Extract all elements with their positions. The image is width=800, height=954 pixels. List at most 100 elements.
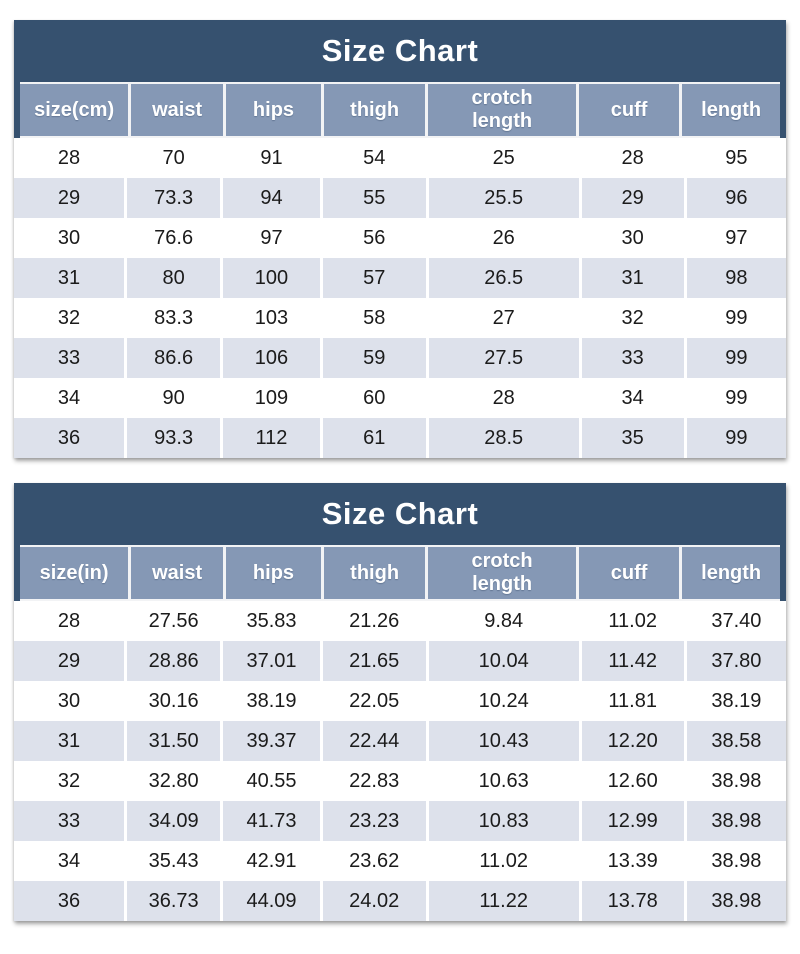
table-cell: 93.3: [126, 418, 221, 458]
table-cell: 32.80: [126, 761, 221, 801]
table-cell: 35.83: [223, 601, 320, 641]
table-cell: 24.02: [322, 881, 426, 921]
table-cell: 30: [581, 218, 684, 258]
table-cell: 32: [581, 298, 684, 338]
table-cell: 12.60: [581, 761, 684, 801]
table-cell: 28.5: [428, 418, 579, 458]
table-cell: 29: [14, 641, 124, 681]
table-cell: 95: [686, 138, 786, 178]
table-row: 34 90 109 60 28 34 99: [14, 378, 786, 418]
table-cell: 35: [581, 418, 684, 458]
table-row: 31 31.50 39.37 22.44 10.43 12.20 38.58: [14, 721, 786, 761]
table-cell: 27: [428, 298, 579, 338]
table-head: Size Chart size(cm) waist hips thigh crotch …: [14, 20, 786, 138]
table-cell: 27.56: [126, 601, 221, 641]
table-cell: 38.19: [686, 681, 786, 721]
table-cell: 56: [322, 218, 426, 258]
column-header-crotch-length: crotch length: [428, 84, 576, 136]
table-cell: 28: [14, 601, 124, 641]
table-cell: 44.09: [223, 881, 320, 921]
table-row: 36 36.73 44.09 24.02 11.22 13.78 38.98: [14, 881, 786, 921]
table-cell: 37.01: [223, 641, 320, 681]
table-cell: 99: [686, 378, 786, 418]
table-cell: 59: [322, 338, 426, 378]
table-cell: 10.04: [428, 641, 579, 681]
table-row: 31 80 100 57 26.5 31 98: [14, 258, 786, 298]
table-row: 30 76.6 97 56 26 30 97: [14, 218, 786, 258]
column-header-hips: hips: [226, 84, 321, 136]
table-cell: 73.3: [126, 178, 221, 218]
table-title: Size Chart: [321, 496, 479, 531]
table-cell: 33: [14, 338, 124, 378]
table-cell: 94: [223, 178, 320, 218]
column-header-thigh: thigh: [323, 547, 426, 599]
table-cell: 60: [322, 378, 426, 418]
table-cell: 112: [223, 418, 320, 458]
table-cell: 38.19: [223, 681, 320, 721]
column-header-cuff: cuff: [578, 547, 680, 599]
table-cell: 58: [322, 298, 426, 338]
table-cell: 36: [14, 418, 124, 458]
column-header-hips: hips: [226, 547, 321, 599]
table-cell: 12.20: [581, 721, 684, 761]
table-cell: 106: [223, 338, 320, 378]
table-cell: 21.65: [322, 641, 426, 681]
table-cell: 34: [14, 378, 124, 418]
table-cell: 32: [14, 298, 124, 338]
table-row: 32 83.3 103 58 27 32 99: [14, 298, 786, 338]
table-cell: 33: [14, 801, 124, 841]
table-cell: 37.80: [686, 641, 786, 681]
table-cell: 11.81: [581, 681, 684, 721]
table-row: 33 86.6 106 59 27.5 33 99: [14, 338, 786, 378]
table-cell: 31: [14, 258, 124, 298]
table-head: Size Chart size(in) waist hips thigh crotch …: [14, 483, 786, 601]
table-cell: 30.16: [126, 681, 221, 721]
column-header-length: length: [682, 84, 780, 136]
table-cell: 38.98: [686, 841, 786, 881]
table-cell: 28: [428, 378, 579, 418]
table-cell: 28: [581, 138, 684, 178]
table-title: Size Chart: [321, 33, 479, 68]
table-cell: 38.98: [686, 761, 786, 801]
table-cell: 11.02: [428, 841, 579, 881]
table-cell: 38.58: [686, 721, 786, 761]
column-header-cuff: cuff: [578, 84, 680, 136]
table-cell: 36.73: [126, 881, 221, 921]
table-cell: 70: [126, 138, 221, 178]
table-cell: 25.5: [428, 178, 579, 218]
table-cell: 86.6: [126, 338, 221, 378]
table-cell: 55: [322, 178, 426, 218]
table-cell: 32: [14, 761, 124, 801]
size-chart-table-cm: Size Chart size(cm) waist hips thigh crotch …: [14, 20, 786, 458]
table-row: 29 28.86 37.01 21.65 10.04 11.42 37.80: [14, 641, 786, 681]
table-row: 34 35.43 42.91 23.62 11.02 13.39 38.98: [14, 841, 786, 881]
column-header-crotch-length: crotch length: [428, 547, 576, 599]
table-cell: 103: [223, 298, 320, 338]
table-cell: 25: [428, 138, 579, 178]
table-cell: 98: [686, 258, 786, 298]
size-chart-table-in: Size Chart size(in) waist hips thigh crotch …: [14, 483, 786, 921]
table-body: 28 70 91 54 25 28 95 29 73.3 94 55 25.5 29 96 30 76.6 97…: [14, 138, 786, 458]
table-cell: 41.73: [223, 801, 320, 841]
table-row: 30 30.16 38.19 22.05 10.24 11.81 38.19: [14, 681, 786, 721]
table-cell: 42.91: [223, 841, 320, 881]
table-cell: 83.3: [126, 298, 221, 338]
table-cell: 11.02: [581, 601, 684, 641]
table-cell: 38.98: [686, 801, 786, 841]
table-cell: 36: [14, 881, 124, 921]
table-cell: 21.26: [322, 601, 426, 641]
table-cell: 22.44: [322, 721, 426, 761]
table-cell: 9.84: [428, 601, 579, 641]
table-row: 29 73.3 94 55 25.5 29 96: [14, 178, 786, 218]
table-cell: 27.5: [428, 338, 579, 378]
header-row: size(in) waist hips thigh crotch length cuff l…: [20, 545, 780, 601]
table-cell: 97: [223, 218, 320, 258]
table-cell: 13.39: [581, 841, 684, 881]
table-cell: 99: [686, 298, 786, 338]
table-cell: 39.37: [223, 721, 320, 761]
table-cell: 96: [686, 178, 786, 218]
table-cell: 26.5: [428, 258, 579, 298]
table-cell: 28.86: [126, 641, 221, 681]
table-cell: 34.09: [126, 801, 221, 841]
